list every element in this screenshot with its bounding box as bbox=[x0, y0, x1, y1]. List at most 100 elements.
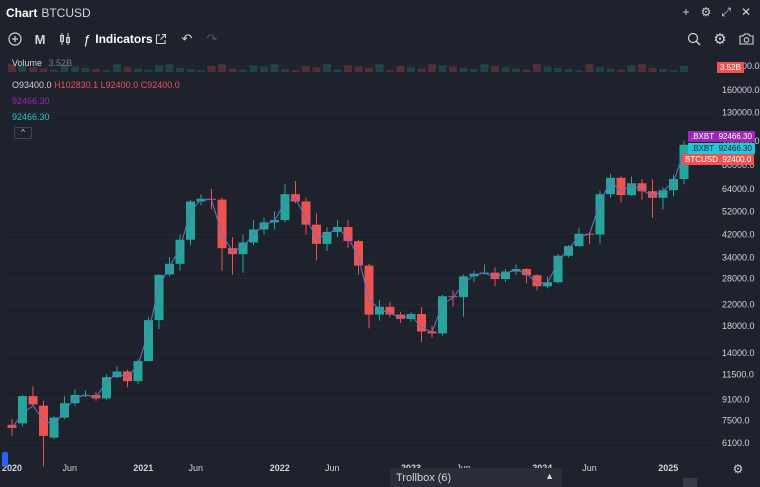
window-controls: + ⚙ ⤢ ✕ bbox=[680, 5, 752, 19]
candle-body bbox=[637, 183, 647, 192]
chart-type-button[interactable] bbox=[57, 29, 73, 49]
candle bbox=[81, 390, 90, 398]
volume-bar bbox=[365, 67, 373, 72]
volume-bar bbox=[680, 66, 688, 72]
bxbt-purple-badge: .BXBT 92466.30 bbox=[688, 131, 755, 142]
candle-body bbox=[606, 177, 615, 195]
volume-bar bbox=[249, 65, 258, 72]
candle bbox=[417, 307, 426, 343]
volume-bar bbox=[606, 68, 615, 72]
popout-button[interactable] bbox=[153, 29, 169, 49]
btcusd-value: 92400.0 bbox=[722, 155, 752, 164]
volume-bar bbox=[585, 64, 594, 72]
crosshair-button[interactable] bbox=[686, 29, 702, 49]
volume-bar bbox=[627, 65, 636, 72]
price-chart[interactable]: 200000.0160000.0130000.0100000.080000.06… bbox=[0, 52, 760, 487]
candle bbox=[228, 237, 237, 275]
volume-bar bbox=[428, 64, 436, 72]
candle bbox=[406, 312, 416, 322]
volume-bar bbox=[543, 66, 552, 72]
magnifier-icon bbox=[687, 32, 701, 46]
btcusd-badge: BTCUSD 92400.0 bbox=[682, 154, 755, 165]
price-axis: 200000.0160000.0130000.0100000.080000.06… bbox=[722, 61, 760, 448]
candle-body bbox=[553, 255, 563, 283]
candle bbox=[301, 197, 311, 235]
price-tick-label: 160000.0 bbox=[722, 85, 760, 95]
scroll-to-end-button[interactable] bbox=[683, 478, 697, 487]
volume-bar bbox=[291, 70, 300, 72]
candle bbox=[522, 267, 531, 284]
candle bbox=[501, 269, 510, 283]
candle-body bbox=[543, 282, 552, 287]
collapse-legend-button[interactable]: ^ bbox=[14, 127, 32, 139]
candle-body bbox=[438, 296, 447, 334]
candle-body bbox=[417, 314, 426, 332]
plus-icon[interactable]: + bbox=[682, 5, 690, 19]
axis-settings-icon[interactable]: ⚙ bbox=[732, 462, 744, 476]
volume-bar bbox=[333, 69, 342, 72]
price-tick-label: 14000.0 bbox=[722, 348, 755, 358]
volume-bar bbox=[155, 65, 163, 72]
volume-bar bbox=[165, 64, 174, 72]
candle-body bbox=[343, 227, 353, 242]
candle bbox=[39, 400, 48, 467]
plus-circle-icon bbox=[8, 32, 22, 46]
candle-body bbox=[522, 269, 531, 276]
candle-body bbox=[49, 417, 59, 438]
scroll-left-handle[interactable] bbox=[2, 452, 8, 466]
settings-gear-icon: ⚙ bbox=[713, 31, 727, 48]
candle-body bbox=[364, 265, 374, 315]
indicators-label: Indicators bbox=[95, 32, 153, 46]
candle-body bbox=[291, 194, 300, 202]
volume-bar bbox=[323, 64, 331, 72]
volume-bar bbox=[386, 70, 394, 72]
interval-button[interactable]: M bbox=[34, 31, 46, 47]
price-tick-label: 9100.0 bbox=[722, 395, 750, 405]
ma1-legend: 92466.30 bbox=[12, 96, 50, 106]
candle-body bbox=[354, 241, 363, 266]
undo-button[interactable]: ↶ bbox=[179, 29, 195, 49]
candle bbox=[186, 199, 195, 246]
volume-bar bbox=[312, 67, 321, 72]
trollbox-tab[interactable]: Trollbox (6) ▲ bbox=[390, 468, 562, 487]
settings-button[interactable]: ⚙ bbox=[712, 29, 728, 49]
volume-bar bbox=[375, 64, 384, 72]
price-tick-label: 6100.0 bbox=[722, 438, 750, 448]
candle bbox=[595, 190, 605, 244]
time-tick-label: 2022 bbox=[270, 463, 290, 473]
candle bbox=[532, 274, 542, 291]
time-axis: 2020Jun2021Jun2022Jun2023Jun2024Jun2025 bbox=[2, 463, 678, 473]
volume-bar bbox=[260, 66, 268, 72]
time-tick-label: 2020 bbox=[2, 463, 22, 473]
candle-body bbox=[165, 263, 174, 275]
price-tick-label: 42000.0 bbox=[722, 229, 755, 239]
volume-bar bbox=[113, 64, 121, 72]
candle-body bbox=[322, 231, 332, 244]
volume-bar bbox=[438, 65, 447, 72]
volume-bar bbox=[344, 65, 352, 72]
candle-body bbox=[595, 194, 605, 235]
volume-bar bbox=[564, 69, 573, 72]
chart-toolbar: M ƒ Indicators ↶ ↷ ⚙ bbox=[0, 26, 760, 52]
candle bbox=[648, 179, 657, 218]
ohlc-low: L92400.0 bbox=[100, 80, 139, 90]
candle bbox=[616, 176, 626, 203]
add-symbol-button[interactable] bbox=[6, 29, 24, 49]
candle-body bbox=[154, 274, 164, 321]
indicators-button[interactable]: ƒ Indicators bbox=[83, 29, 153, 49]
candle bbox=[627, 176, 636, 196]
expand-icon[interactable]: ⤢ bbox=[721, 5, 731, 19]
volume-bar bbox=[480, 64, 489, 72]
close-icon[interactable]: ✕ bbox=[740, 5, 752, 19]
volume-bar bbox=[302, 66, 310, 72]
candle bbox=[564, 245, 573, 258]
candle-body bbox=[186, 201, 195, 240]
candle-body bbox=[532, 275, 542, 287]
candle bbox=[154, 274, 164, 329]
candle-body bbox=[406, 314, 416, 319]
gear-icon[interactable]: ⚙ bbox=[700, 5, 712, 19]
volume-bar bbox=[354, 66, 363, 72]
redo-button[interactable]: ↷ bbox=[204, 29, 220, 49]
candle-body bbox=[301, 201, 311, 225]
snapshot-button[interactable] bbox=[737, 29, 755, 49]
